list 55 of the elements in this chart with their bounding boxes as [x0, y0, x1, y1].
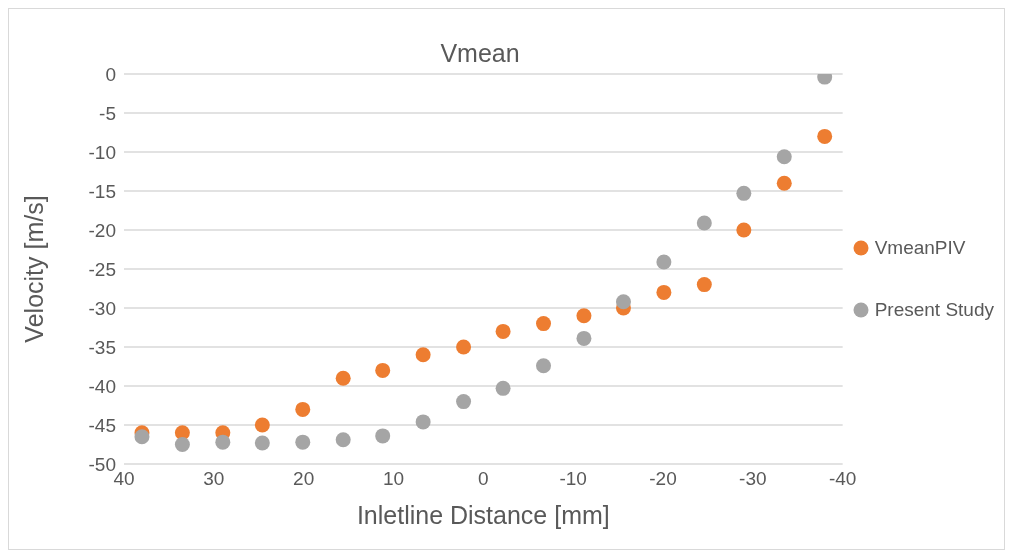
- point: [335, 432, 351, 448]
- y-tick-label: -45: [88, 414, 116, 436]
- point: [415, 347, 431, 363]
- y-tick-label: -40: [88, 375, 116, 397]
- point: [656, 254, 672, 270]
- point: [375, 362, 391, 378]
- x-axis-title: Inletline Distance [mm]: [356, 501, 610, 529]
- point: [696, 277, 712, 293]
- point: [576, 330, 592, 346]
- point: [295, 434, 311, 450]
- y-tick-label: -5: [99, 102, 116, 124]
- y-axis-title: Velocity [m/s]: [19, 195, 48, 343]
- point: [495, 323, 511, 339]
- chart-title: Vmean: [440, 39, 520, 67]
- point: [134, 429, 150, 445]
- point: [615, 294, 631, 310]
- point: [776, 149, 792, 165]
- point: [736, 185, 752, 201]
- y-tick-label: 0: [105, 63, 116, 85]
- point: [456, 339, 472, 355]
- legend-label: VmeanPIV: [874, 237, 966, 259]
- y-tick-label: -35: [88, 336, 116, 358]
- y-tick-label: -25: [88, 258, 116, 280]
- x-tick-label: 20: [293, 468, 315, 490]
- x-tick-label: -30: [739, 468, 767, 490]
- y-tick-label: -50: [88, 453, 116, 475]
- x-tick-label: 30: [203, 468, 225, 490]
- x-tick-label: -20: [649, 468, 677, 490]
- point: [215, 434, 231, 450]
- x-tick-label: -40: [828, 468, 857, 490]
- y-tick-label: -30: [88, 297, 116, 319]
- point: [335, 370, 351, 386]
- point: [495, 380, 511, 396]
- point: [736, 222, 752, 238]
- point: [696, 215, 712, 231]
- point: [375, 428, 391, 444]
- y-tick-label: -20: [88, 219, 116, 241]
- point: [254, 435, 270, 451]
- point: [536, 316, 552, 332]
- point: [174, 437, 190, 452]
- point: [536, 358, 552, 374]
- x-tick-label: 10: [382, 468, 405, 490]
- point: [776, 175, 792, 191]
- point: [656, 284, 672, 300]
- point: [817, 128, 833, 144]
- x-tick-label: 0: [478, 468, 489, 490]
- y-tick-label: -15: [88, 180, 116, 202]
- point: [576, 308, 592, 324]
- y-tick-label: -10: [88, 141, 116, 163]
- point: [295, 401, 311, 417]
- x-tick-label: -10: [559, 468, 587, 490]
- point: [254, 417, 270, 433]
- legend-label: Present Study: [874, 299, 994, 321]
- point: [456, 394, 472, 410]
- point: [415, 414, 431, 430]
